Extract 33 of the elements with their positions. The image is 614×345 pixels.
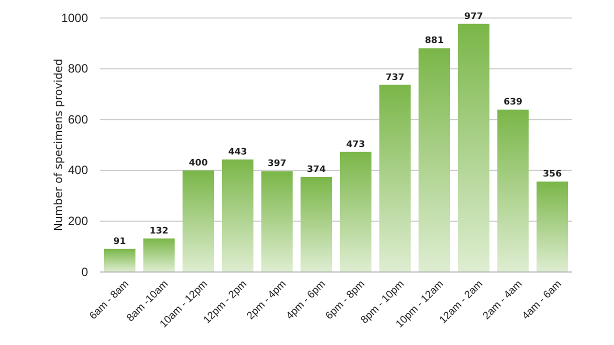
data-label: 374 <box>306 165 326 176</box>
data-label: 737 <box>386 72 404 83</box>
data-label: 356 <box>542 170 562 180</box>
x-tick-label: 2am - 4am <box>480 278 525 322</box>
bar <box>497 110 529 272</box>
y-tick-label: 400 <box>68 163 88 178</box>
data-label: 443 <box>228 147 248 158</box>
bar <box>222 159 254 272</box>
y-tick-label: 0 <box>81 264 88 279</box>
bar <box>143 238 175 272</box>
data-label: 473 <box>346 140 366 150</box>
y-tick-label: 200 <box>68 214 88 228</box>
y-tick-label: 600 <box>68 112 88 126</box>
data-label: 132 <box>150 226 168 236</box>
bar <box>182 170 214 272</box>
y-tick-label: 800 <box>68 62 88 76</box>
bar <box>261 171 293 272</box>
data-label: 639 <box>504 98 522 108</box>
y-axis-title: Number of specimens provided <box>52 58 65 232</box>
bar <box>379 84 411 272</box>
data-label: 977 <box>464 12 484 22</box>
x-tick-label: 2pm - 4pm <box>244 278 289 322</box>
data-label: 400 <box>188 158 208 168</box>
bar <box>300 177 332 272</box>
bar <box>418 48 450 272</box>
bar <box>340 152 372 272</box>
data-label: 397 <box>268 159 286 170</box>
data-label: 91 <box>113 236 126 247</box>
bar <box>458 24 490 272</box>
data-label: 881 <box>424 36 444 46</box>
bar <box>104 248 136 272</box>
bar <box>536 182 568 272</box>
y-tick-label: 1000 <box>61 10 88 25</box>
